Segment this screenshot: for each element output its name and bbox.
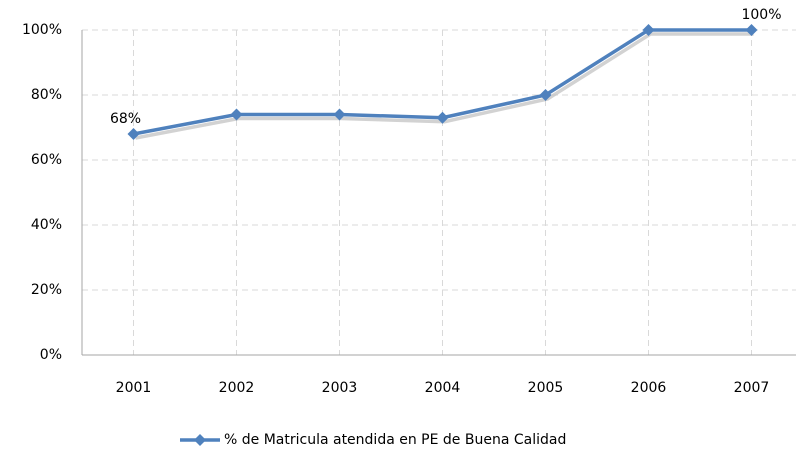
data-label: 68% (110, 111, 141, 127)
data-label: 100% (741, 7, 781, 23)
y-tick-label: 40% (31, 217, 62, 233)
marker (127, 128, 140, 140)
marker (745, 24, 758, 36)
y-tick-label: 20% (31, 282, 62, 298)
marker (333, 108, 346, 121)
y-tick-label: 100% (22, 22, 62, 38)
line-shadow (135, 32, 754, 140)
marker (436, 111, 449, 124)
x-tick-label: 2007 (734, 380, 770, 396)
x-tick-label: 2002 (219, 380, 255, 396)
marker (230, 108, 243, 121)
y-tick-label: 0% (40, 347, 62, 363)
legend-marker (194, 434, 206, 446)
legend-label: % de Matricula atendida en PE de Buena C… (224, 432, 566, 448)
y-tick-label: 80% (31, 87, 62, 103)
marker (539, 89, 552, 101)
x-tick-label: 2006 (631, 380, 667, 396)
y-tick-label: 60% (31, 152, 62, 168)
marker (642, 24, 655, 36)
x-tick-label: 2001 (116, 380, 152, 396)
x-tick-label: 2004 (425, 380, 461, 396)
x-tick-label: 2003 (322, 380, 358, 396)
x-tick-label: 2005 (528, 380, 564, 396)
